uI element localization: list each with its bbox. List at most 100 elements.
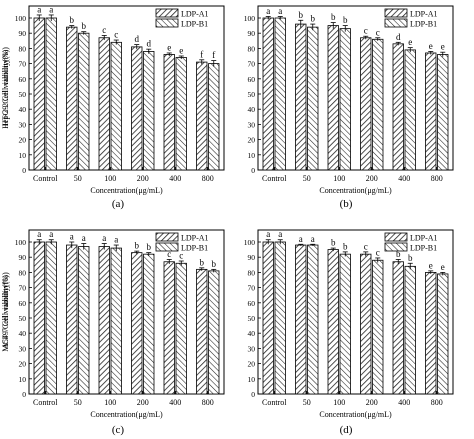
- y-tick-label-d: 40: [248, 329, 256, 338]
- significance-letter-a-s1-3: d: [135, 34, 140, 44]
- significance-letter-d-s2-3: c: [376, 247, 380, 257]
- x-tick-label-d: 100: [333, 398, 345, 407]
- y-tick-label-a: 50: [19, 90, 27, 99]
- significance-letter-d-s2-0: a: [278, 229, 282, 239]
- y-tick-label-d: 90: [248, 253, 256, 262]
- bar-a-s1-0: [33, 17, 45, 171]
- bar-d-s2-3: [372, 259, 384, 395]
- significance-letter-b-s1-0: a: [266, 6, 270, 16]
- bar-c-s1-4: [163, 261, 175, 395]
- plot-frame-c: [28, 229, 225, 395]
- bar-d-s1-1: [295, 244, 307, 395]
- x-tick-label-d: 400: [398, 398, 410, 407]
- y-tick-label-b: 20: [248, 136, 256, 145]
- x-tick-label-b: 50: [303, 174, 311, 183]
- bar-c-s2-0: [45, 241, 57, 395]
- bar-c-s1-5: [196, 268, 208, 395]
- significance-letter-a-s2-3: d: [147, 39, 152, 49]
- legend-swatch-d-s2: [384, 242, 408, 252]
- bar-d-s1-3: [360, 253, 372, 395]
- significance-letter-c-s2-5: b: [212, 259, 217, 269]
- significance-letter-a-s2-0: a: [49, 4, 53, 14]
- bar-b-s2-2: [339, 28, 351, 171]
- y-tick-label-b: 90: [248, 29, 256, 38]
- y-tick-label-d: 30: [248, 344, 256, 353]
- bar-a-s2-4: [175, 57, 187, 171]
- bar-b-s1-1: [295, 23, 307, 171]
- bar-a-s1-1: [66, 26, 78, 171]
- x-tick-label-a: 400: [169, 174, 181, 183]
- bar-c-s1-0: [33, 241, 45, 395]
- legend-label-b-s1: LDP-A1: [410, 10, 438, 19]
- bar-b-s2-0: [274, 17, 286, 171]
- significance-letter-c-s1-2: a: [102, 233, 106, 243]
- y-tick-label-c: 50: [19, 314, 27, 323]
- bar-a-s2-1: [78, 32, 90, 171]
- y-tick-label-a: 20: [19, 136, 27, 145]
- bar-a-s1-5: [196, 61, 208, 171]
- bar-b-s2-3: [372, 38, 384, 171]
- significance-letter-b-s2-2: b: [343, 15, 348, 25]
- legend-swatch-a-s2: [155, 18, 179, 28]
- y-tick-label-b: 50: [248, 90, 256, 99]
- legend-label-d-s1: LDP-A1: [410, 234, 438, 243]
- y-tick-label-b: 40: [248, 105, 256, 114]
- significance-letter-b-s1-5: e: [429, 41, 433, 51]
- y-tick-label-d: 20: [248, 360, 256, 369]
- y-tick-label-b: 100: [244, 14, 256, 23]
- y-tick-label-b: 0: [251, 166, 255, 175]
- legend-swatch-c-s2: [155, 242, 179, 252]
- legend-swatch-d-s1: [384, 232, 408, 242]
- x-tick-label-c: 50: [74, 398, 82, 407]
- significance-letter-d-s2-1: a: [311, 234, 315, 244]
- bar-a-s2-0: [45, 17, 57, 171]
- x-tick-label-d: Control: [262, 398, 287, 407]
- significance-letter-a-s1-4: e: [167, 42, 171, 52]
- y-tick-label-d: 50: [248, 314, 256, 323]
- y-tick-label-d: 100: [244, 238, 256, 247]
- legend-swatch-c-s1: [155, 232, 179, 242]
- x-tick-label-a: Control: [33, 174, 58, 183]
- x-axis-label-c: Concentration(μg/mL): [90, 410, 163, 419]
- significance-letter-a-s1-5: f: [200, 49, 203, 59]
- x-tick-label-d: 800: [431, 398, 443, 407]
- bar-b-s1-3: [360, 37, 372, 171]
- x-tick-label-c: 400: [169, 398, 181, 407]
- bar-c-s1-1: [66, 244, 78, 395]
- plot-frame-a: [28, 5, 225, 171]
- x-axis-label-b: Concentration(μg/mL): [319, 186, 392, 195]
- x-tick-label-c: 100: [104, 398, 116, 407]
- y-tick-label-c: 40: [19, 329, 27, 338]
- bar-d-s1-4: [392, 261, 404, 395]
- legend-label-c-s2: LDP-B1: [181, 244, 208, 253]
- y-tick-label-c: 100: [15, 238, 27, 247]
- y-tick-label-a: 40: [19, 105, 27, 114]
- y-tick-label-d: 10: [248, 375, 256, 384]
- legend-label-a-s1: LDP-A1: [181, 10, 209, 19]
- panel-caption-b: (b): [339, 198, 353, 210]
- y-tick-label-d: 70: [248, 284, 256, 293]
- significance-letter-d-s2-2: b: [343, 241, 348, 251]
- y-axis-label-d: A549 Cell viability(%): [1, 275, 10, 349]
- significance-letter-a-s1-1: b: [70, 15, 75, 25]
- bar-c-s2-1: [78, 246, 90, 395]
- bar-c-s2-5: [208, 270, 220, 395]
- y-tick-label-a: 90: [19, 29, 27, 38]
- y-axis-label-c: MCF-7 Cell viability(%): [1, 272, 10, 352]
- significance-letter-c-s1-4: c: [167, 249, 171, 259]
- significance-letter-c-s1-0: a: [37, 229, 41, 239]
- significance-letter-d-s1-1: a: [299, 234, 303, 244]
- legend-label-a-s2: LDP-B1: [181, 20, 208, 29]
- significance-letter-a-s1-2: c: [102, 25, 106, 35]
- bar-c-s2-2: [110, 247, 122, 395]
- legend-swatch-b-s2: [384, 18, 408, 28]
- y-axis-label-b: HepG-2 Cell viability(%): [1, 47, 10, 129]
- x-tick-label-b: 100: [333, 174, 345, 183]
- x-tick-label-c: 200: [137, 398, 149, 407]
- x-tick-label-a: 50: [74, 174, 82, 183]
- y-tick-label-b: 30: [248, 120, 256, 129]
- y-tick-label-c: 0: [22, 390, 26, 399]
- significance-letter-a-s2-4: e: [179, 46, 183, 56]
- y-tick-label-a: 100: [15, 14, 27, 23]
